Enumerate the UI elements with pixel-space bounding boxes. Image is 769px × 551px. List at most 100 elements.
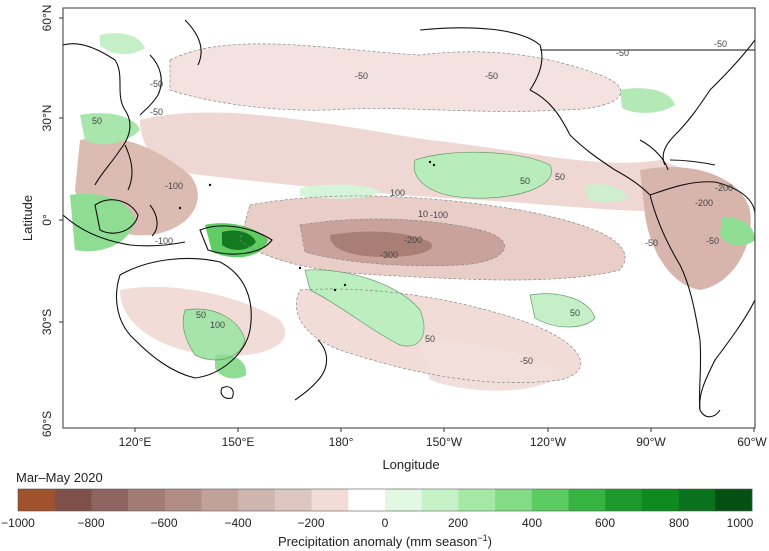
coastline-tasmania (220, 386, 234, 399)
contour-label: -50 (485, 71, 498, 81)
lat-tick-label: 0° (40, 214, 54, 226)
contour-label: -200 (695, 198, 713, 208)
colorbar-swatch (348, 489, 386, 511)
contour-dashed-3 (169, 43, 622, 112)
contour-label: -50 (714, 39, 727, 49)
colorbar-swatch (715, 489, 753, 511)
colorbar-tick-label: −600 (150, 516, 177, 530)
contour-label: -50 (520, 356, 533, 366)
colorbar-swatch (385, 489, 422, 511)
contour-label: 50 (555, 172, 565, 182)
dry-anomaly-equatorial-peak (330, 231, 432, 258)
coastline-new-zealand (294, 339, 328, 401)
lon-tick-label: 180° (329, 435, 354, 449)
contour-label: 50 (520, 176, 530, 186)
colorbar-tick-label: −400 (224, 516, 251, 530)
wet-anomaly-south-pacific-east (530, 293, 595, 327)
colorbar: −1000 −800 −600 −400 −200 0 200 400 600 … (1, 488, 754, 549)
coastline-south-america-west (649, 194, 702, 411)
contour-label: -50 (150, 79, 163, 89)
contour-label: -100 (155, 236, 173, 246)
period-label: Mar–May 2020 (16, 470, 103, 485)
wet-anomaly-east-brazil (720, 217, 755, 246)
wet-anomaly-ne-asia (100, 33, 145, 55)
wet-anomaly-hawaii-region (414, 152, 552, 199)
colorbar-swatch (18, 489, 55, 511)
coastline-north-america-east (662, 39, 755, 166)
contour-solid-2 (304, 269, 425, 347)
x-axis-title: Longitude (382, 457, 439, 472)
contour-label: -50 (150, 107, 163, 117)
colorbar-swatch (54, 489, 92, 511)
lat-tick-label: 30°N (40, 105, 54, 132)
lon-tick-label: 120°E (119, 435, 152, 449)
colorbar-swatch (201, 489, 239, 511)
coastline-sulawesi (149, 204, 158, 237)
colorbar-tick-label: 1000 (727, 516, 754, 530)
axis-ticks (59, 17, 755, 432)
island-dot (428, 160, 432, 164)
contour-label: 50 (570, 308, 580, 318)
coastline-japan (139, 54, 162, 116)
colorbar-tick-label: −200 (297, 516, 324, 530)
wet-anomaly-southeast-australia (215, 354, 247, 379)
colorbar-frame (17, 488, 753, 512)
lon-tick-label: 150°W (426, 435, 463, 449)
wet-anomaly-new-guinea-core (222, 230, 256, 250)
lat-tick-label: 30°S (40, 309, 54, 335)
colorbar-unit-close: ) (488, 534, 492, 549)
contour-solid-4 (529, 293, 596, 328)
contour-label: 100 (390, 188, 405, 198)
lon-tick-labels: 120°E 150°E 180° 150°W 120°W 90°W 60°W (119, 435, 768, 449)
contour-dashed-4 (296, 288, 582, 384)
contour-label: 50 (196, 310, 206, 320)
coastline-alaska (419, 27, 543, 91)
colorbar-tick-label: 600 (595, 516, 615, 530)
map-panel: -50 -50 -50 50 -50 -50 -50 50 -100 100 5… (62, 7, 756, 429)
lon-tick-label: 120°W (530, 435, 567, 449)
colorbar-swatch (458, 489, 496, 511)
contour-label: -50 (645, 238, 658, 248)
lon-tick-label: 90°W (636, 435, 666, 449)
colorbar-swatch (641, 489, 679, 511)
wet-anomaly-south-china (80, 113, 140, 145)
island-dot (298, 266, 302, 270)
y-axis-title: Latitude (20, 195, 35, 241)
colorbar-swatch (164, 489, 202, 511)
colorbar-swatch (311, 489, 349, 511)
wet-anomaly-eastern-us (620, 88, 675, 113)
colorbar-swatch (531, 489, 569, 511)
wet-anomaly-east-australia (183, 309, 245, 360)
coastline-borneo (94, 199, 139, 234)
colorbar-swatch (495, 489, 533, 511)
contour-label: -300 (380, 250, 398, 260)
lat-tick-labels: 60°N 30°N 0° 30°S 60°S (40, 5, 54, 437)
contour-label: -100 (165, 181, 183, 191)
contour-label: 50 (92, 116, 102, 126)
colorbar-swatch (568, 489, 606, 511)
contour-value-labels: -50 -50 -50 50 -50 -50 -50 50 -100 100 5… (92, 39, 733, 366)
contour-solid-3 (182, 308, 246, 361)
lon-tick-label: 150°E (222, 435, 255, 449)
wet-anomaly-equatorial-strip (300, 184, 380, 199)
lon-tick-label: 60°W (737, 435, 767, 449)
coastline-gulf (639, 139, 669, 171)
colorbar-tick-label: −800 (77, 516, 104, 530)
colorbar-swatch (128, 489, 166, 511)
anomaly-shading (70, 33, 755, 391)
coastline-kamchatka (184, 19, 202, 66)
colorbar-tick-label: 400 (522, 516, 542, 530)
contour-label: -200 (715, 183, 733, 193)
island-dot (343, 283, 347, 287)
colorbar-tick-labels: −1000 −800 −600 −400 −200 0 200 400 600 … (1, 516, 754, 530)
colorbar-tick-label: −1000 (1, 516, 35, 530)
wet-anomaly-indonesia (70, 193, 135, 252)
island-dot (432, 163, 436, 167)
colorbar-swatch (421, 489, 459, 511)
dry-anomaly-south-america (640, 166, 751, 290)
contour-label: 10 (418, 209, 428, 219)
contour-label: -50 (355, 71, 368, 81)
coastline-sumatra-java (63, 214, 186, 247)
island-dot (333, 288, 337, 292)
